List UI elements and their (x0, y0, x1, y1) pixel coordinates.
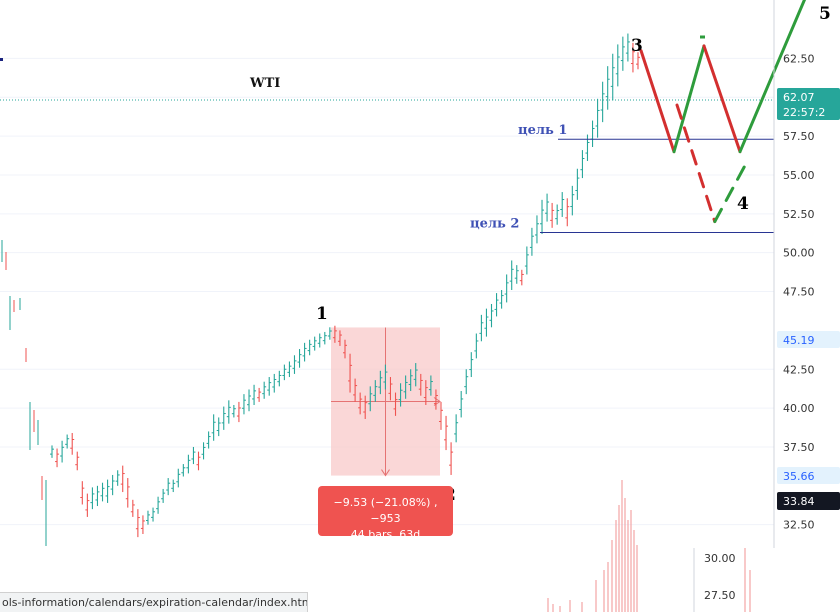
y-tick-label-9: 37.50 (783, 441, 815, 454)
volume-tick-label-1: 27.50 (704, 589, 736, 602)
forecast-segment-3 (738, 0, 807, 154)
measure-arrow-down (381, 469, 390, 477)
y-tick-label-5: 50.00 (783, 247, 815, 260)
level-layer: цель 1 цель 2 (470, 123, 774, 233)
y-tick-label-2: 57.50 (783, 130, 815, 143)
badge-price-45-19 (777, 331, 840, 348)
y-tick-label-3: 55.00 (783, 169, 815, 182)
y-tick-label-8: 40.00 (783, 402, 815, 415)
badge-price-33-84-text-0: 33.84 (783, 495, 815, 508)
wave-label-3: 3 (631, 36, 643, 56)
measure-layer (331, 327, 441, 477)
y-tick-label-0: 62.50 (783, 52, 815, 65)
badge-price-35-66 (777, 467, 840, 484)
y-tick-label-7: 42.50 (783, 363, 815, 376)
measure-tooltip: −9.53 (−21.08%) , −953 44 bars, 63d (318, 486, 453, 541)
forecast-segment-5 (713, 161, 749, 224)
forecast-segment-1 (672, 44, 706, 154)
y-tick-label-4: 52.50 (783, 208, 815, 221)
left-edge-marker (0, 58, 3, 61)
badge-layer: 62.07 22:57:2 45.19 35.66 33.84 (777, 88, 840, 510)
forecast-segment-0 (639, 49, 676, 154)
volume-layer (547, 480, 751, 612)
forecast-segment-2 (702, 44, 742, 154)
badge-current-price (777, 88, 840, 120)
forecast-layer (639, 0, 807, 224)
price-axis: 62.5060.0057.5055.0052.5050.0047.5042.50… (693, 0, 815, 612)
wave-label-4: 4 (737, 194, 749, 214)
y-tick-label-6: 47.50 (783, 286, 815, 299)
badge-price-35-66-text-0: 35.66 (783, 470, 815, 483)
measure-bars-text: 44 bars, 63d (350, 528, 421, 541)
badge-current-price-text-1: 22:57:2 (783, 106, 825, 119)
instrument-title: WTI (249, 76, 280, 91)
status-bar-url: ols-information/calendars/expiration-cal… (0, 592, 308, 612)
wave-label-1: 1 (316, 304, 328, 324)
badge-price-45-19-text-0: 45.19 (783, 334, 815, 347)
volume-tick-label-0: 30.00 (704, 552, 736, 565)
y-tick-label-10: 32.50 (783, 519, 815, 532)
badge-price-33-84 (777, 492, 840, 510)
measure-change-text: −9.53 (−21.08%) , −953 (333, 496, 438, 525)
target-label-2: цель 2 (470, 216, 519, 231)
target-label-1: цель 1 (518, 123, 567, 138)
badge-current-price-text-0: 62.07 (783, 91, 815, 104)
wave-label-5: 5 (819, 4, 831, 24)
candle-layer (1, 33, 640, 546)
forecast-segment-4 (675, 103, 717, 224)
